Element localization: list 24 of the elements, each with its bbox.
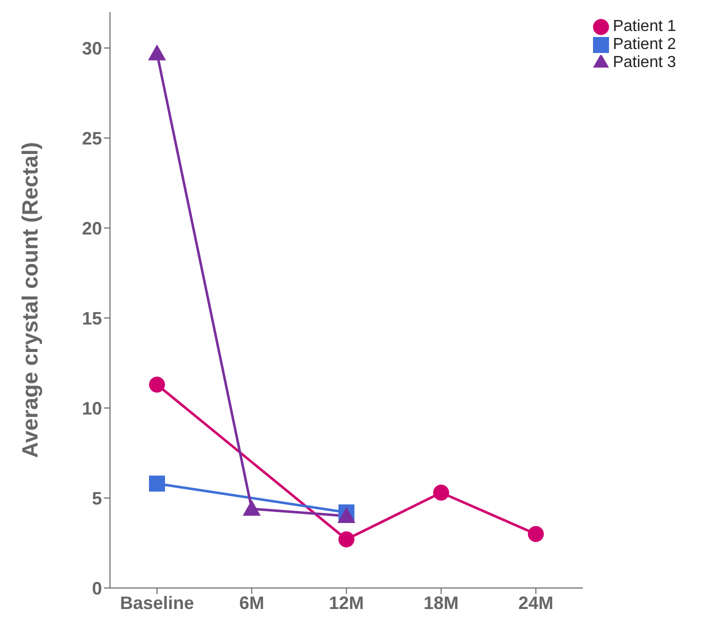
x-tick-label: 6M	[239, 592, 264, 613]
point	[149, 476, 165, 492]
y-tick-label: 0	[92, 578, 102, 598]
y-tick-label: 20	[82, 218, 102, 238]
y-tick-label: 30	[82, 38, 102, 58]
point	[149, 376, 165, 393]
point	[528, 526, 544, 542]
legend-label: Patient 2	[612, 36, 676, 53]
point	[148, 44, 166, 60]
x-tick-label: 24M	[518, 592, 554, 613]
y-tick-label: 15	[82, 308, 102, 328]
point	[338, 531, 354, 548]
y-tick-label: 25	[82, 128, 102, 148]
x-tick-label: 18M	[424, 592, 459, 613]
y-tick-label: 5	[92, 488, 102, 508]
y-axis-title: Average crystal count (Rectal)	[18, 142, 42, 458]
point	[242, 500, 261, 516]
point	[433, 484, 450, 501]
legend-label: Patient 1	[612, 18, 676, 35]
y-tick-label: 10	[82, 398, 102, 418]
point	[337, 507, 356, 523]
x-tick-label: Baseline	[120, 592, 194, 613]
x-tick-label: 12M	[328, 592, 364, 613]
legend-label: Patient 3	[612, 54, 676, 71]
